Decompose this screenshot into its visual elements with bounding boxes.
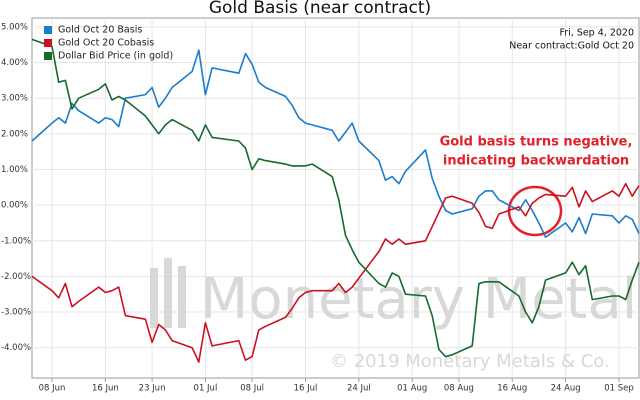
y-tick-label: 1.00% — [1, 165, 28, 175]
callout: indicating backwardation — [443, 154, 629, 169]
y-tick-label: -4.00% — [1, 343, 31, 353]
legend-swatch — [44, 39, 52, 47]
x-tick-label: 24 Jul — [347, 384, 371, 394]
x-tick-label: 08 Aug — [444, 384, 474, 394]
callout: Gold basis turns negative, — [440, 135, 633, 150]
x-tick-label: 16 Aug — [497, 384, 527, 394]
y-tick-label: 0.00% — [1, 201, 28, 211]
legend-swatch — [44, 52, 52, 60]
legend-label: Gold Oct 20 Basis — [58, 25, 142, 36]
x-tick-label: 08 Jun — [39, 384, 66, 394]
x-tick-label: 01 Jul — [194, 384, 218, 394]
y-tick-label: 4.00% — [1, 58, 28, 68]
y-tick-label: 5.00% — [1, 22, 28, 32]
series-line — [31, 38, 640, 358]
x-tick-label: 08 Jul — [240, 384, 264, 394]
legend-swatch — [44, 26, 52, 34]
y-tick-label: -2.00% — [1, 272, 31, 282]
chart-title: Gold Basis (near contract) — [209, 0, 431, 18]
x-tick-label: 01 Aug — [397, 384, 427, 394]
y-tick-label: -3.00% — [1, 308, 31, 318]
x-tick-label: 24 Aug — [551, 384, 581, 394]
x-tick-label: 23 Jun — [139, 384, 166, 394]
y-tick-label: -1.00% — [1, 236, 31, 246]
x-tick-label: 16 Jul — [294, 384, 318, 394]
watermark-logo — [164, 258, 172, 328]
watermark: Monetary Metals © 2019 Monetary Metals &… — [150, 258, 640, 372]
series-line — [31, 182, 640, 363]
legend-label: Gold Oct 20 Cobasis — [58, 38, 154, 49]
watermark-copyright: © 2019 Monetary Metals & Co. — [330, 351, 610, 372]
date-note: Fri, Sep 4, 2020 — [559, 28, 634, 39]
watermark-logo — [150, 268, 158, 328]
x-tick-label: 16 Jun — [92, 384, 119, 394]
y-tick-label: 3.00% — [1, 94, 28, 104]
x-tick-label: 01 Sep — [604, 384, 634, 394]
legend-label: Dollar Bid Price (in gold) — [58, 51, 173, 62]
series-line — [31, 49, 640, 238]
contract-note: Near contract:Gold Oct 20 — [509, 41, 634, 52]
watermark-text: Monetary Metals — [200, 267, 640, 332]
y-tick-label: 2.00% — [1, 129, 28, 139]
watermark-logo — [178, 266, 186, 328]
